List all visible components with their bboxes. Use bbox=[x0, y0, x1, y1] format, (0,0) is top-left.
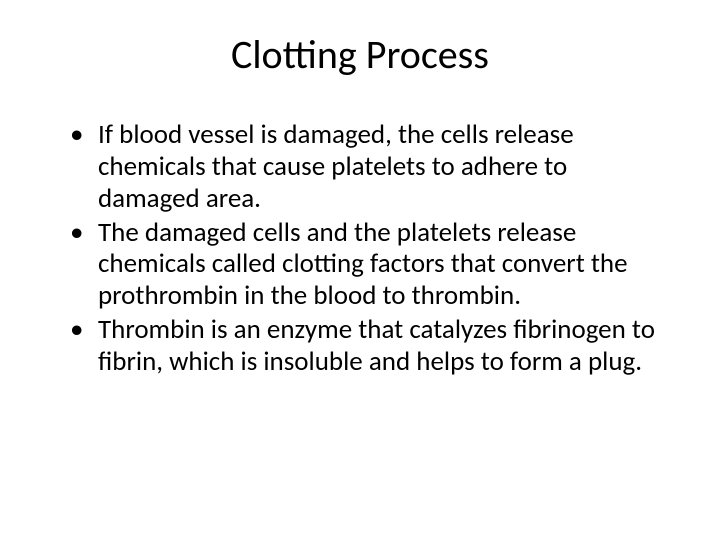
list-item: Thrombin is an enzyme that catalyzes fib… bbox=[70, 314, 670, 378]
bullet-list: If blood vessel is damaged, the cells re… bbox=[70, 119, 670, 378]
list-item: The damaged cells and the platelets rele… bbox=[70, 217, 670, 313]
slide: Clotting Process If blood vessel is dama… bbox=[0, 0, 720, 540]
slide-title: Clotting Process bbox=[50, 30, 670, 79]
list-item: If blood vessel is damaged, the cells re… bbox=[70, 119, 670, 215]
